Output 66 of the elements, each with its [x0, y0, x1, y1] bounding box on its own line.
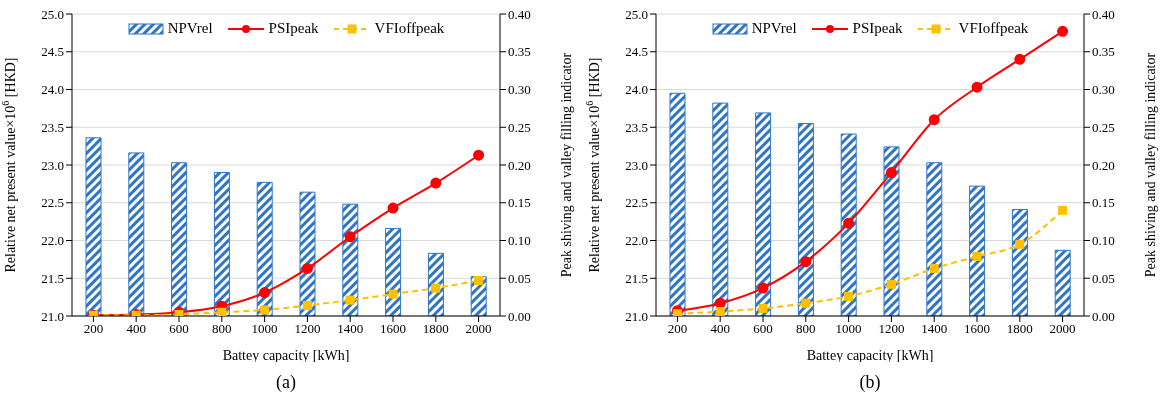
y2-tick-label: 0.35 [1092, 44, 1115, 60]
y2-tick-label: 0.40 [1092, 6, 1115, 22]
y-tick-label: 22.5 [625, 195, 648, 211]
y2-tick-label: 0.05 [508, 270, 531, 286]
x-tick-label: 2000 [1049, 321, 1076, 337]
legend-label: VFIoffpeak [374, 20, 445, 37]
y-tick-label: 23.0 [625, 157, 648, 173]
y2-tick-label: 0.20 [508, 157, 531, 173]
y-tick-label: 21.5 [625, 270, 648, 286]
legend-label: PSIpeak [852, 20, 903, 37]
x-tick-label: 1800 [422, 321, 449, 337]
y-tick-label: 24.0 [625, 82, 648, 98]
y2-tick-label: 0.15 [1092, 195, 1115, 211]
y-tick-label: 24.0 [41, 82, 64, 98]
y-tick-label: 22.0 [41, 233, 64, 249]
y-tick-label: 22.0 [625, 233, 648, 249]
x-tick-label: 1600 [380, 321, 406, 337]
x-tick-label: 200 [83, 321, 104, 337]
y-tick-label: 21.0 [625, 308, 648, 324]
x-tick-label: 1600 [964, 321, 990, 337]
x-tick-label: 400 [126, 321, 146, 337]
x-tick-label: 1400 [337, 321, 364, 337]
y2-tick-label: 0.05 [1092, 270, 1115, 286]
legend-label: VFIoffpeak [958, 20, 1029, 37]
y2-axis-title: Peak shiving and valley filling indicator [559, 52, 575, 278]
y2-tick-label: 0.30 [508, 82, 531, 98]
x-tick-label: 600 [753, 321, 773, 337]
y-tick-label: 25.0 [625, 6, 648, 22]
y-tick-label: 24.5 [625, 44, 648, 60]
x-tick-label: 1400 [921, 321, 948, 337]
y2-tick-label: 0.20 [1092, 157, 1115, 173]
y-tick-label: 21.5 [41, 270, 64, 286]
y-tick-label: 23.0 [41, 157, 64, 173]
x-tick-label: 800 [212, 321, 232, 337]
y2-tick-label: 0.25 [508, 119, 531, 135]
y2-tick-label: 0.10 [508, 233, 531, 249]
y2-tick-label: 0.30 [1092, 82, 1115, 98]
text: (b) [858, 372, 882, 393]
y-tick-label: 22.5 [41, 195, 64, 211]
y-tick-label: 23.5 [41, 119, 64, 135]
x-tick-label: 2000 [465, 321, 492, 337]
y-tick-label: 25.0 [41, 6, 64, 22]
y2-tick-label: 0.35 [508, 44, 531, 60]
y-tick-label: 23.5 [625, 119, 648, 135]
y-tick-label: 24.5 [41, 44, 64, 60]
y2-tick-label: 0.40 [508, 6, 531, 22]
x-tick-label: 1000 [835, 321, 862, 337]
y2-tick-label: 0.00 [508, 308, 531, 324]
x-tick-label: 200 [667, 321, 688, 337]
x-tick-label: 600 [169, 321, 189, 337]
x-tick-label: 1800 [1006, 321, 1033, 337]
y2-axis-title: Peak shiving and valley filling indicator [1143, 52, 1159, 278]
y-tick-label: 21.0 [41, 308, 64, 324]
y2-tick-label: 0.00 [1092, 308, 1115, 324]
x-tick-label: 400 [710, 321, 730, 337]
legend-label: NPVrel [751, 20, 797, 37]
x-tick-label: 800 [796, 321, 816, 337]
legend-label: NPVrel [167, 20, 213, 37]
y2-tick-label: 0.15 [508, 195, 531, 211]
x-tick-label: 1200 [878, 321, 905, 337]
x-tick-label: 1000 [251, 321, 278, 337]
legend-label: PSIpeak [268, 20, 319, 37]
text: (a) [275, 372, 297, 393]
y2-tick-label: 0.25 [1092, 119, 1115, 135]
x-tick-label: 1200 [294, 321, 321, 337]
y2-tick-label: 0.10 [1092, 233, 1115, 249]
